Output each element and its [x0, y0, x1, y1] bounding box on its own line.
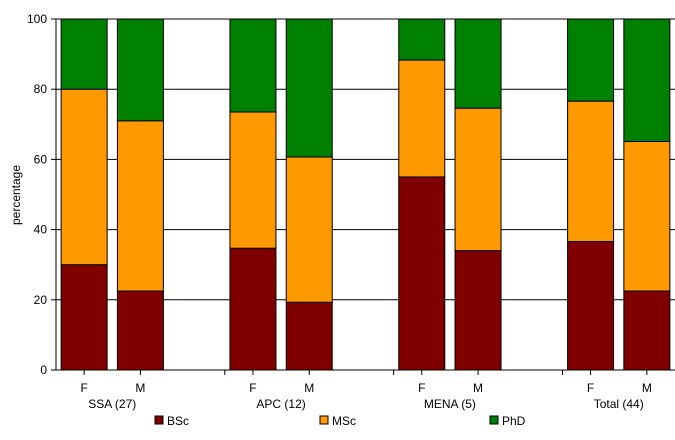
bar-segment-phd: [454, 18, 502, 109]
bar-segment-bsc: [567, 241, 615, 371]
bar-segment-bsc: [285, 301, 333, 371]
bar-segment-phd: [567, 18, 615, 102]
legend-label: MSc: [332, 414, 356, 428]
axes: [51, 18, 675, 375]
legend: BSc MSc PhD: [154, 414, 526, 428]
x-category-label: F: [418, 381, 425, 395]
x-category-label: F: [249, 381, 256, 395]
bar-segment-bsc: [229, 247, 277, 371]
y-tick-label: 20: [34, 293, 48, 307]
legend-label: BSc: [167, 414, 189, 428]
x-category-label: M: [473, 381, 483, 395]
y-tick-label: 0: [40, 363, 47, 377]
y-tick-label: 40: [34, 223, 48, 237]
bar-segment-msc: [60, 88, 108, 266]
bar-segment-msc: [285, 156, 333, 303]
bar-segment-phd: [229, 18, 277, 113]
y-tick-label: 100: [27, 12, 47, 26]
y-tick-label: 80: [34, 82, 48, 96]
bar-segment-bsc: [60, 264, 108, 371]
x-group-label: Total (44): [594, 397, 644, 411]
bar-segment-bsc: [398, 176, 446, 371]
x-category-label: F: [587, 381, 594, 395]
x-group-label: SSA (27): [88, 397, 136, 411]
bar-segment-msc: [623, 140, 671, 292]
legend-swatch: [489, 415, 499, 425]
bar-segment-phd: [60, 18, 108, 90]
bar-segment-phd: [116, 18, 164, 122]
legend-item-bsc: BSc: [154, 414, 189, 428]
y-axis-title: percentage: [9, 165, 23, 225]
legend-label: PhD: [502, 414, 526, 428]
bar-segment-msc: [567, 100, 615, 243]
x-category-label: F: [80, 381, 87, 395]
bar-segment-phd: [623, 18, 671, 142]
legend-item-msc: MSc: [319, 414, 356, 428]
bar-segment-bsc: [116, 290, 164, 371]
x-category-label: M: [642, 381, 652, 395]
bar-segment-msc: [229, 111, 277, 249]
bar-segment-msc: [116, 120, 164, 292]
legend-item-phd: PhD: [489, 414, 526, 428]
bars: [60, 18, 671, 371]
legend-swatch: [154, 415, 164, 425]
bar-segment-bsc: [454, 250, 502, 371]
x-category-label: M: [135, 381, 145, 395]
bar-segment-msc: [398, 59, 446, 178]
legend-swatch: [319, 415, 329, 425]
bar-segment-msc: [454, 107, 502, 252]
bar-segment-bsc: [623, 290, 671, 371]
x-category-label: M: [304, 381, 314, 395]
x-group-label: MENA (5): [424, 397, 476, 411]
bar-segment-phd: [285, 18, 333, 158]
y-tick-label: 60: [34, 152, 48, 166]
bar-segment-phd: [398, 18, 446, 61]
x-group-label: APC (12): [256, 397, 305, 411]
